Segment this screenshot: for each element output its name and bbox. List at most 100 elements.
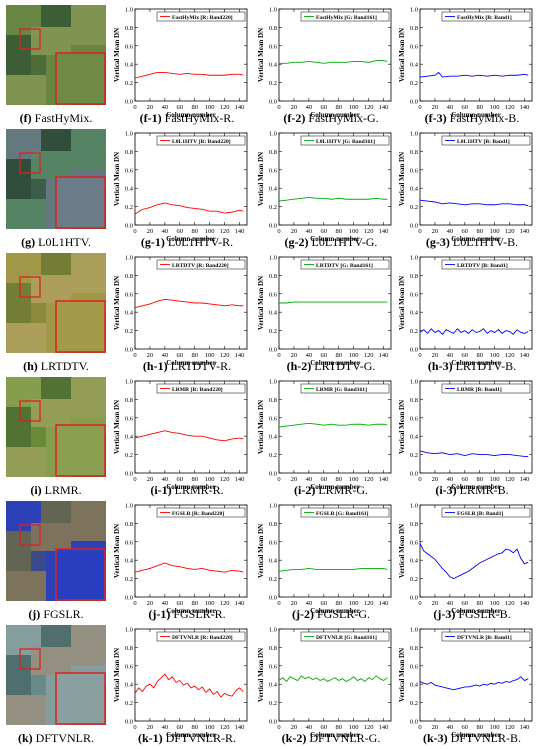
false-color-image — [6, 377, 106, 477]
x-tick-label: 20 — [147, 476, 154, 483]
x-tick-label: 60 — [177, 352, 184, 359]
x-axis-label: Column number — [310, 731, 360, 739]
legend-label: LRTDTV [R: Band220] — [172, 263, 229, 269]
x-tick-label: 120 — [220, 724, 230, 731]
caption-label: (g-1) — [141, 235, 165, 249]
y-axis-label: Vertical Mean DN — [113, 152, 121, 206]
x-axis-label: Column number — [166, 235, 216, 243]
x-tick-label: 0 — [133, 724, 136, 731]
y-tick-label: 0.8 — [269, 645, 277, 652]
caption-text: LRTDTV-B. — [453, 359, 517, 373]
y-tick-label: 0.8 — [125, 25, 133, 32]
x-tick-label: 20 — [291, 228, 298, 235]
series-line — [278, 568, 388, 572]
y-tick-label: 0.6 — [410, 539, 419, 546]
line-chart: 0.0 0.2 0.4 0.6 0.8 1.0 0 20 40 60 80 100 120 140 Colu… — [113, 131, 248, 243]
y-tick-label: 1.0 — [125, 379, 133, 386]
y-tick-label: 0.8 — [410, 645, 418, 652]
y-tick-label: 1.0 — [410, 255, 418, 262]
y-tick-label: 0.8 — [125, 645, 133, 652]
x-tick-label: 0 — [418, 228, 421, 235]
caption-text: LRMR-G. — [315, 483, 368, 497]
series-line — [278, 196, 388, 202]
x-axis-label: Column number — [451, 359, 501, 367]
series-line — [419, 543, 529, 580]
row-dftvnlr: (k) DFTVNLR. 0.0 0.2 0.4 0.6 0.8 1.0 0 20 40 60 80 1… — [6, 625, 533, 745]
x-axis-label: Column number — [166, 359, 216, 367]
x-tick-label: 140 — [520, 352, 530, 359]
y-tick-label: 1.0 — [269, 627, 277, 634]
image-field-patch — [6, 35, 31, 75]
legend-label: L0L1HTV [R: Band220] — [172, 139, 231, 145]
x-tick-label: 120 — [364, 104, 374, 111]
x-tick-label: 140 — [235, 352, 245, 359]
plot-frame — [419, 380, 533, 474]
line-chart: 0.0 0.2 0.4 0.6 0.8 1.0 0 20 40 60 80 100 120 140 Colu… — [257, 379, 392, 491]
y-tick-label: 0.2 — [410, 328, 418, 335]
y-tick-label: 0.4 — [125, 434, 134, 441]
legend-label: DFTVNLR [R: Band220] — [172, 635, 233, 641]
caption-text: FastHyMix. — [32, 111, 93, 125]
caption-label: (f-1) — [140, 111, 162, 125]
x-axis-label: Column number — [166, 111, 216, 119]
caption-text: LRTDTV. — [38, 359, 89, 373]
x-tick-label: 120 — [505, 724, 515, 731]
y-tick-label: 0.6 — [269, 415, 278, 422]
x-tick-label: 60 — [462, 352, 469, 359]
x-tick-label: 20 — [432, 724, 439, 731]
series-line — [278, 422, 388, 428]
x-tick-label: 60 — [462, 104, 469, 111]
x-tick-label: 40 — [447, 228, 454, 235]
y-tick-label: 0.0 — [410, 471, 418, 478]
x-tick-label: 40 — [162, 228, 169, 235]
row-fgslr: (j) FGSLR. 0.0 0.2 0.4 0.6 0.8 1.0 0 20 40 60 80 100… — [6, 501, 533, 621]
y-tick-label: 1.0 — [269, 7, 277, 14]
line-chart: 0.0 0.2 0.4 0.6 0.8 1.0 0 20 40 60 80 100 120 140 Colu… — [257, 7, 392, 119]
caption-label: (h) — [23, 359, 38, 373]
x-tick-label: 120 — [220, 352, 230, 359]
y-tick-label: 0.4 — [410, 186, 419, 193]
x-tick-label: 20 — [291, 476, 298, 483]
y-tick-label: 0.4 — [410, 434, 419, 441]
x-axis-label: Column number — [451, 607, 501, 615]
x-tick-label: 0 — [418, 724, 421, 731]
image-field-patch — [71, 625, 106, 665]
x-tick-label: 140 — [235, 104, 245, 111]
x-tick-label: 60 — [462, 724, 469, 731]
y-axis-label: Vertical Mean DN — [398, 276, 406, 330]
y-axis-label: Vertical Mean DN — [398, 648, 406, 702]
y-tick-label: 0.2 — [410, 204, 418, 211]
caption-text: FastHyMix-R. — [162, 111, 235, 125]
y-tick-label: 0.8 — [410, 397, 418, 404]
plot-frame — [278, 132, 392, 226]
x-tick-label: 140 — [520, 476, 530, 483]
image-field-patch — [41, 501, 71, 523]
x-tick-label: 60 — [462, 228, 469, 235]
y-tick-label: 1.0 — [125, 503, 133, 510]
y-tick-label: 0.8 — [410, 273, 418, 280]
legend-label: FGSLR [G: Band161] — [316, 511, 369, 517]
row-l0l1htv: (g) L0L1HTV. 0.0 0.2 0.4 0.6 0.8 1.0 0 20 40 60 80 1… — [6, 129, 533, 249]
legend-label: L0L1HTV [G: Band161] — [316, 139, 375, 145]
x-axis-label: Column number — [310, 111, 360, 119]
y-tick-label: 1.0 — [269, 379, 277, 386]
y-tick-label: 0.4 — [269, 682, 278, 689]
legend-label: LRTDTV [B: Band1] — [457, 263, 508, 269]
x-tick-label: 60 — [321, 476, 328, 483]
x-tick-label: 20 — [147, 228, 154, 235]
y-tick-label: 0.0 — [410, 595, 418, 602]
false-color-image — [6, 5, 106, 105]
y-tick-label: 0.8 — [125, 149, 133, 156]
x-tick-label: 120 — [220, 104, 230, 111]
image-field-patch — [31, 523, 71, 551]
y-tick-label: 0.2 — [269, 576, 277, 583]
y-tick-label: 0.6 — [410, 291, 419, 298]
legend-box — [156, 259, 246, 270]
y-tick-label: 0.4 — [269, 62, 278, 69]
x-tick-label: 80 — [191, 724, 198, 731]
series-line — [134, 298, 244, 309]
series-line — [419, 71, 529, 78]
y-tick-label: 1.0 — [269, 255, 277, 262]
caption-text: LRMR-R. — [172, 483, 224, 497]
x-tick-label: 80 — [335, 352, 342, 359]
